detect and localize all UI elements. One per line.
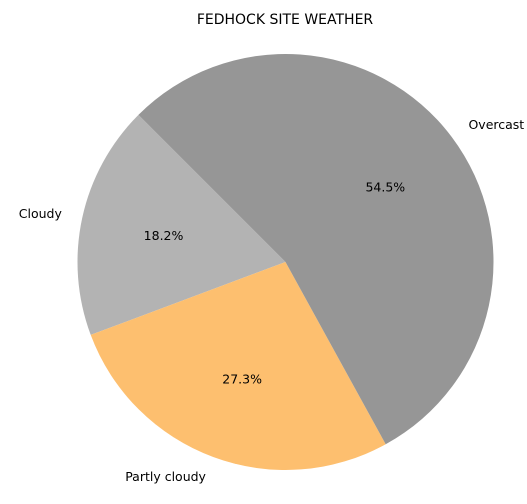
chart-title: FEDHOCK SITE WEATHER bbox=[197, 12, 374, 28]
pie-slice-partly-cloudy bbox=[90, 262, 386, 470]
slice-label: Overcast bbox=[468, 117, 524, 132]
pct-label: 18.2% bbox=[144, 228, 184, 243]
pie-slice-cloudy bbox=[77, 114, 286, 335]
pie-slice-overcast bbox=[138, 54, 494, 445]
pie-labels: 18.2% Cloudy 27.3% Partly cloudy 54.5% Overca… bbox=[19, 117, 525, 484]
pct-label: 27.3% bbox=[222, 372, 262, 387]
pct-label: 54.5% bbox=[365, 180, 405, 195]
pie-slices bbox=[77, 54, 494, 470]
slice-label: Cloudy bbox=[19, 206, 63, 221]
slice-label: Partly cloudy bbox=[125, 469, 206, 484]
